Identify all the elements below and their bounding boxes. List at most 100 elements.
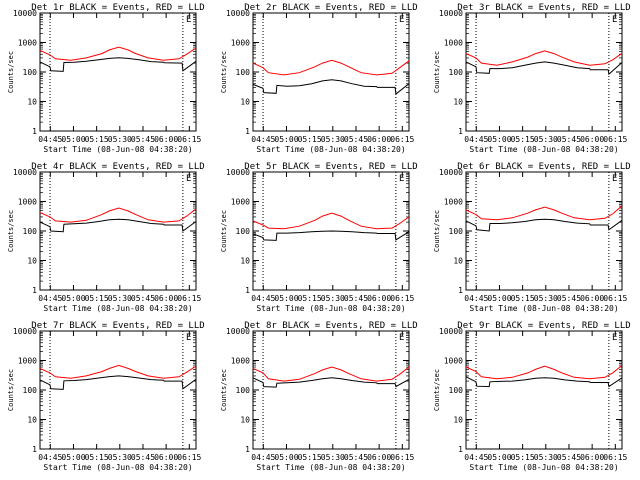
panel-det-4: Det 4r BLACK = Events, RED = LLD 1 10 100 10…: [7, 162, 205, 313]
y-tick-label: 1000: [444, 39, 463, 48]
series-lld-line: [39, 46, 197, 61]
panel-title: Det 7r BLACK = Events, RED = LLD: [31, 321, 204, 331]
y-tick-label: 10000: [226, 327, 250, 336]
x-tick-label: 05:30: [534, 453, 558, 462]
y-tick-label: 10: [453, 257, 463, 266]
panel-title: Det 5r BLACK = Events, RED = LLD: [244, 162, 417, 172]
x-tick-label: 05:30: [321, 453, 345, 462]
y-tick-label: 1000: [231, 357, 250, 366]
panel-title: Det 3r BLACK = Events, RED = LLD: [457, 3, 630, 13]
series-events-line: [465, 61, 623, 76]
x-tick-label: 05:45: [557, 294, 581, 303]
y-axis-label: Counts/sec: [433, 369, 441, 411]
x-tick-label: 06:00: [367, 135, 391, 144]
y-tick-label: 100: [23, 68, 38, 77]
series-lld-line: [252, 366, 410, 382]
y-tick-label: 10: [27, 98, 37, 107]
x-tick-label: 05:15: [85, 453, 109, 462]
y-tick-label: 10000: [439, 327, 463, 336]
legend-glyph: E: [399, 174, 404, 184]
x-tick-label: 06:00: [580, 294, 604, 303]
y-tick-label: 100: [236, 227, 251, 236]
x-tick-label: 04:45: [251, 135, 275, 144]
x-tick-label: 05:15: [511, 135, 535, 144]
series-lld-line: [465, 365, 623, 380]
x-tick-label: 04:45: [464, 453, 488, 462]
y-tick-label: 10: [240, 98, 250, 107]
plot-frame: [39, 12, 197, 132]
series-lld-line: [252, 212, 410, 230]
x-tick-label: 05:00: [61, 453, 85, 462]
x-axis-label: Start Time (08-Jun-08 04:38:20): [256, 304, 405, 313]
y-tick-label: 10: [453, 416, 463, 425]
panel-det-5: Det 5r BLACK = Events, RED = LLD 1 10 100 10…: [220, 162, 418, 313]
x-tick-label: 05:15: [511, 294, 535, 303]
y-tick-label: 10000: [13, 327, 37, 336]
x-tick-label: 05:30: [108, 135, 132, 144]
panel-det-8: Det 8r BLACK = Events, RED = LLD 1 10 100 10…: [220, 321, 418, 472]
x-tick-label: 05:00: [487, 135, 511, 144]
x-axis-label: Start Time (08-Jun-08 04:38:20): [469, 304, 618, 313]
x-tick-label: 06:00: [154, 135, 178, 144]
panel-title: Det 8r BLACK = Events, RED = LLD: [244, 321, 417, 331]
x-tick-label: 06:15: [390, 135, 414, 144]
y-tick-label: 1: [32, 286, 37, 295]
x-tick-label: 05:00: [61, 294, 85, 303]
legend-glyph: E: [399, 15, 404, 25]
x-tick-label: 04:45: [38, 135, 62, 144]
x-tick-label: 06:15: [603, 135, 627, 144]
y-tick-label: 10: [27, 257, 37, 266]
y-tick-label: 10: [453, 98, 463, 107]
x-tick-label: 06:00: [367, 294, 391, 303]
x-tick-label: 05:00: [274, 453, 298, 462]
y-tick-label: 1000: [444, 198, 463, 207]
panel-det-3: Det 3r BLACK = Events, RED = LLD 1 10 100 10…: [433, 3, 631, 154]
panel-det-1: Det 1r BLACK = Events, RED = LLD 1 10 100 10…: [7, 3, 205, 154]
plot-frame: [39, 330, 197, 450]
x-axis-label: Start Time (08-Jun-08 04:38:20): [256, 145, 405, 154]
panel-title: Det 6r BLACK = Events, RED = LLD: [457, 162, 630, 172]
x-tick-label: 06:00: [367, 453, 391, 462]
y-tick-label: 1000: [444, 357, 463, 366]
series-events-line: [39, 57, 197, 72]
legend-glyph: E: [186, 15, 191, 25]
x-tick-label: 05:45: [557, 453, 581, 462]
legend-glyph: E: [399, 333, 404, 343]
y-tick-label: 100: [23, 227, 38, 236]
x-tick-label: 05:30: [108, 453, 132, 462]
y-tick-label: 1000: [18, 39, 37, 48]
legend-glyph: E: [612, 15, 617, 25]
y-axis-label: Counts/sec: [220, 369, 228, 411]
x-tick-label: 05:15: [298, 135, 322, 144]
y-tick-label: 10: [240, 257, 250, 266]
y-tick-label: 10000: [13, 9, 37, 18]
x-axis-label: Start Time (08-Jun-08 04:38:20): [256, 463, 405, 472]
plot-frame: [252, 330, 410, 450]
y-tick-label: 10000: [13, 168, 37, 177]
y-axis-label: Counts/sec: [7, 51, 15, 93]
y-tick-label: 10000: [439, 168, 463, 177]
x-tick-label: 05:15: [298, 294, 322, 303]
x-tick-label: 05:45: [557, 135, 581, 144]
y-tick-label: 10: [27, 416, 37, 425]
x-tick-label: 05:00: [274, 135, 298, 144]
plot-frame: [465, 330, 623, 450]
y-tick-label: 1: [458, 127, 463, 136]
x-tick-label: 05:15: [85, 294, 109, 303]
y-tick-label: 100: [449, 386, 464, 395]
legend-glyph: E: [612, 174, 617, 184]
x-tick-label: 05:30: [108, 294, 132, 303]
x-tick-label: 05:30: [534, 294, 558, 303]
x-tick-label: 06:00: [154, 294, 178, 303]
series-lld-line: [39, 207, 197, 223]
x-axis-label: Start Time (08-Jun-08 04:38:20): [469, 463, 618, 472]
series-lld-line: [465, 50, 623, 66]
legend-glyph: E: [186, 174, 191, 184]
x-tick-label: 06:15: [177, 453, 201, 462]
panel-det-6: Det 6r BLACK = Events, RED = LLD 1 10 100 10…: [433, 162, 631, 313]
x-tick-label: 05:45: [344, 453, 368, 462]
series-events-line: [39, 218, 197, 233]
y-tick-label: 1: [458, 286, 463, 295]
x-tick-label: 05:30: [321, 135, 345, 144]
y-tick-label: 100: [449, 227, 464, 236]
